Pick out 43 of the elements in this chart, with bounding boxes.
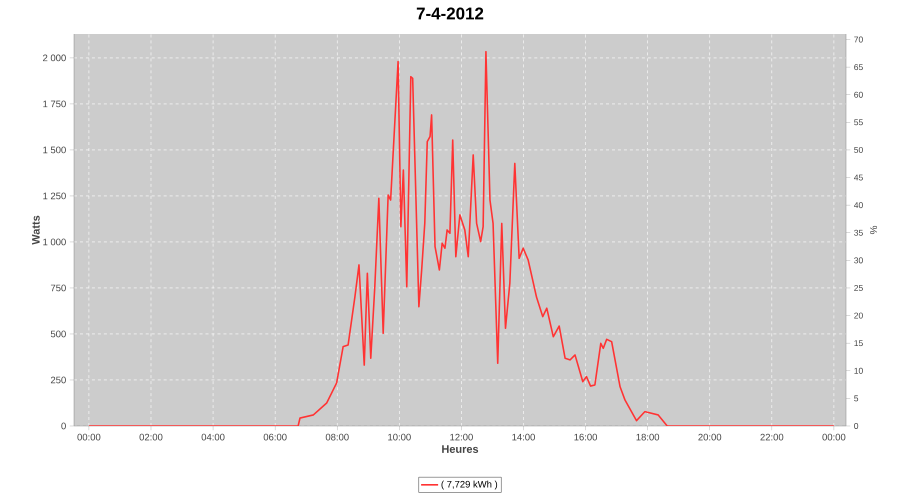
y2-tick-label: 65 <box>854 64 863 70</box>
x-tick-label: 10:00 <box>388 434 411 440</box>
x-tick-label: 12:00 <box>450 434 473 440</box>
x-tick-label: 18:00 <box>636 434 660 440</box>
y2-axis-title: % <box>870 226 878 234</box>
x-tick-label: 06:00 <box>264 434 287 440</box>
y2-tick-label: 50 <box>854 146 863 153</box>
y2-tick-label: 45 <box>854 174 863 180</box>
x-tick-label: 14:00 <box>512 434 535 440</box>
x-tick-label: 08:00 <box>326 434 349 440</box>
x-axis-title: Heures <box>442 445 478 453</box>
y-tick-label: 0 <box>61 422 66 430</box>
y2-tick-label: 30 <box>854 257 863 264</box>
y2-tick-label: 40 <box>854 202 863 208</box>
y2-tick-label: 60 <box>854 92 863 98</box>
x-tick-label: 00:00 <box>77 434 100 440</box>
y-tick-label: 1 000 <box>43 238 66 246</box>
y-tick-label: 2 000 <box>43 54 66 62</box>
legend-label: ( 7,729 kWh ) <box>442 480 498 490</box>
y2-tick-label: 5 <box>854 395 858 402</box>
x-tick-label: 00:00 <box>822 434 846 440</box>
x-tick-label: 20:00 <box>698 434 722 440</box>
y-tick-label: 750 <box>50 284 66 292</box>
x-tick-label: 02:00 <box>140 434 162 440</box>
y2-tick-label: 35 <box>854 230 863 236</box>
x-tick-label: 16:00 <box>574 434 598 440</box>
chart-title: 7-4-2012 <box>416 8 484 20</box>
y-tick-label: 500 <box>50 330 66 338</box>
y2-tick-label: 25 <box>854 284 863 291</box>
y-axis-title: Watts <box>32 216 40 245</box>
y-tick-label: 1 250 <box>43 192 66 200</box>
line-series <box>88 50 835 426</box>
y2-tick-label: 10 <box>854 368 863 374</box>
y-tick-label: 250 <box>50 376 66 384</box>
x-tick-label: 04:00 <box>202 434 225 440</box>
y-tick-label: 1 750 <box>43 100 66 108</box>
y2-tick-label: 55 <box>854 119 863 126</box>
y2-tick-label: 0 <box>854 422 858 429</box>
x-tick-label: 22:00 <box>760 434 784 440</box>
y2-tick-label: 20 <box>854 312 863 319</box>
y2-tick-label: 15 <box>854 340 863 346</box>
y2-tick-label: 70 <box>854 36 863 43</box>
y-tick-label: 1 500 <box>43 146 66 154</box>
